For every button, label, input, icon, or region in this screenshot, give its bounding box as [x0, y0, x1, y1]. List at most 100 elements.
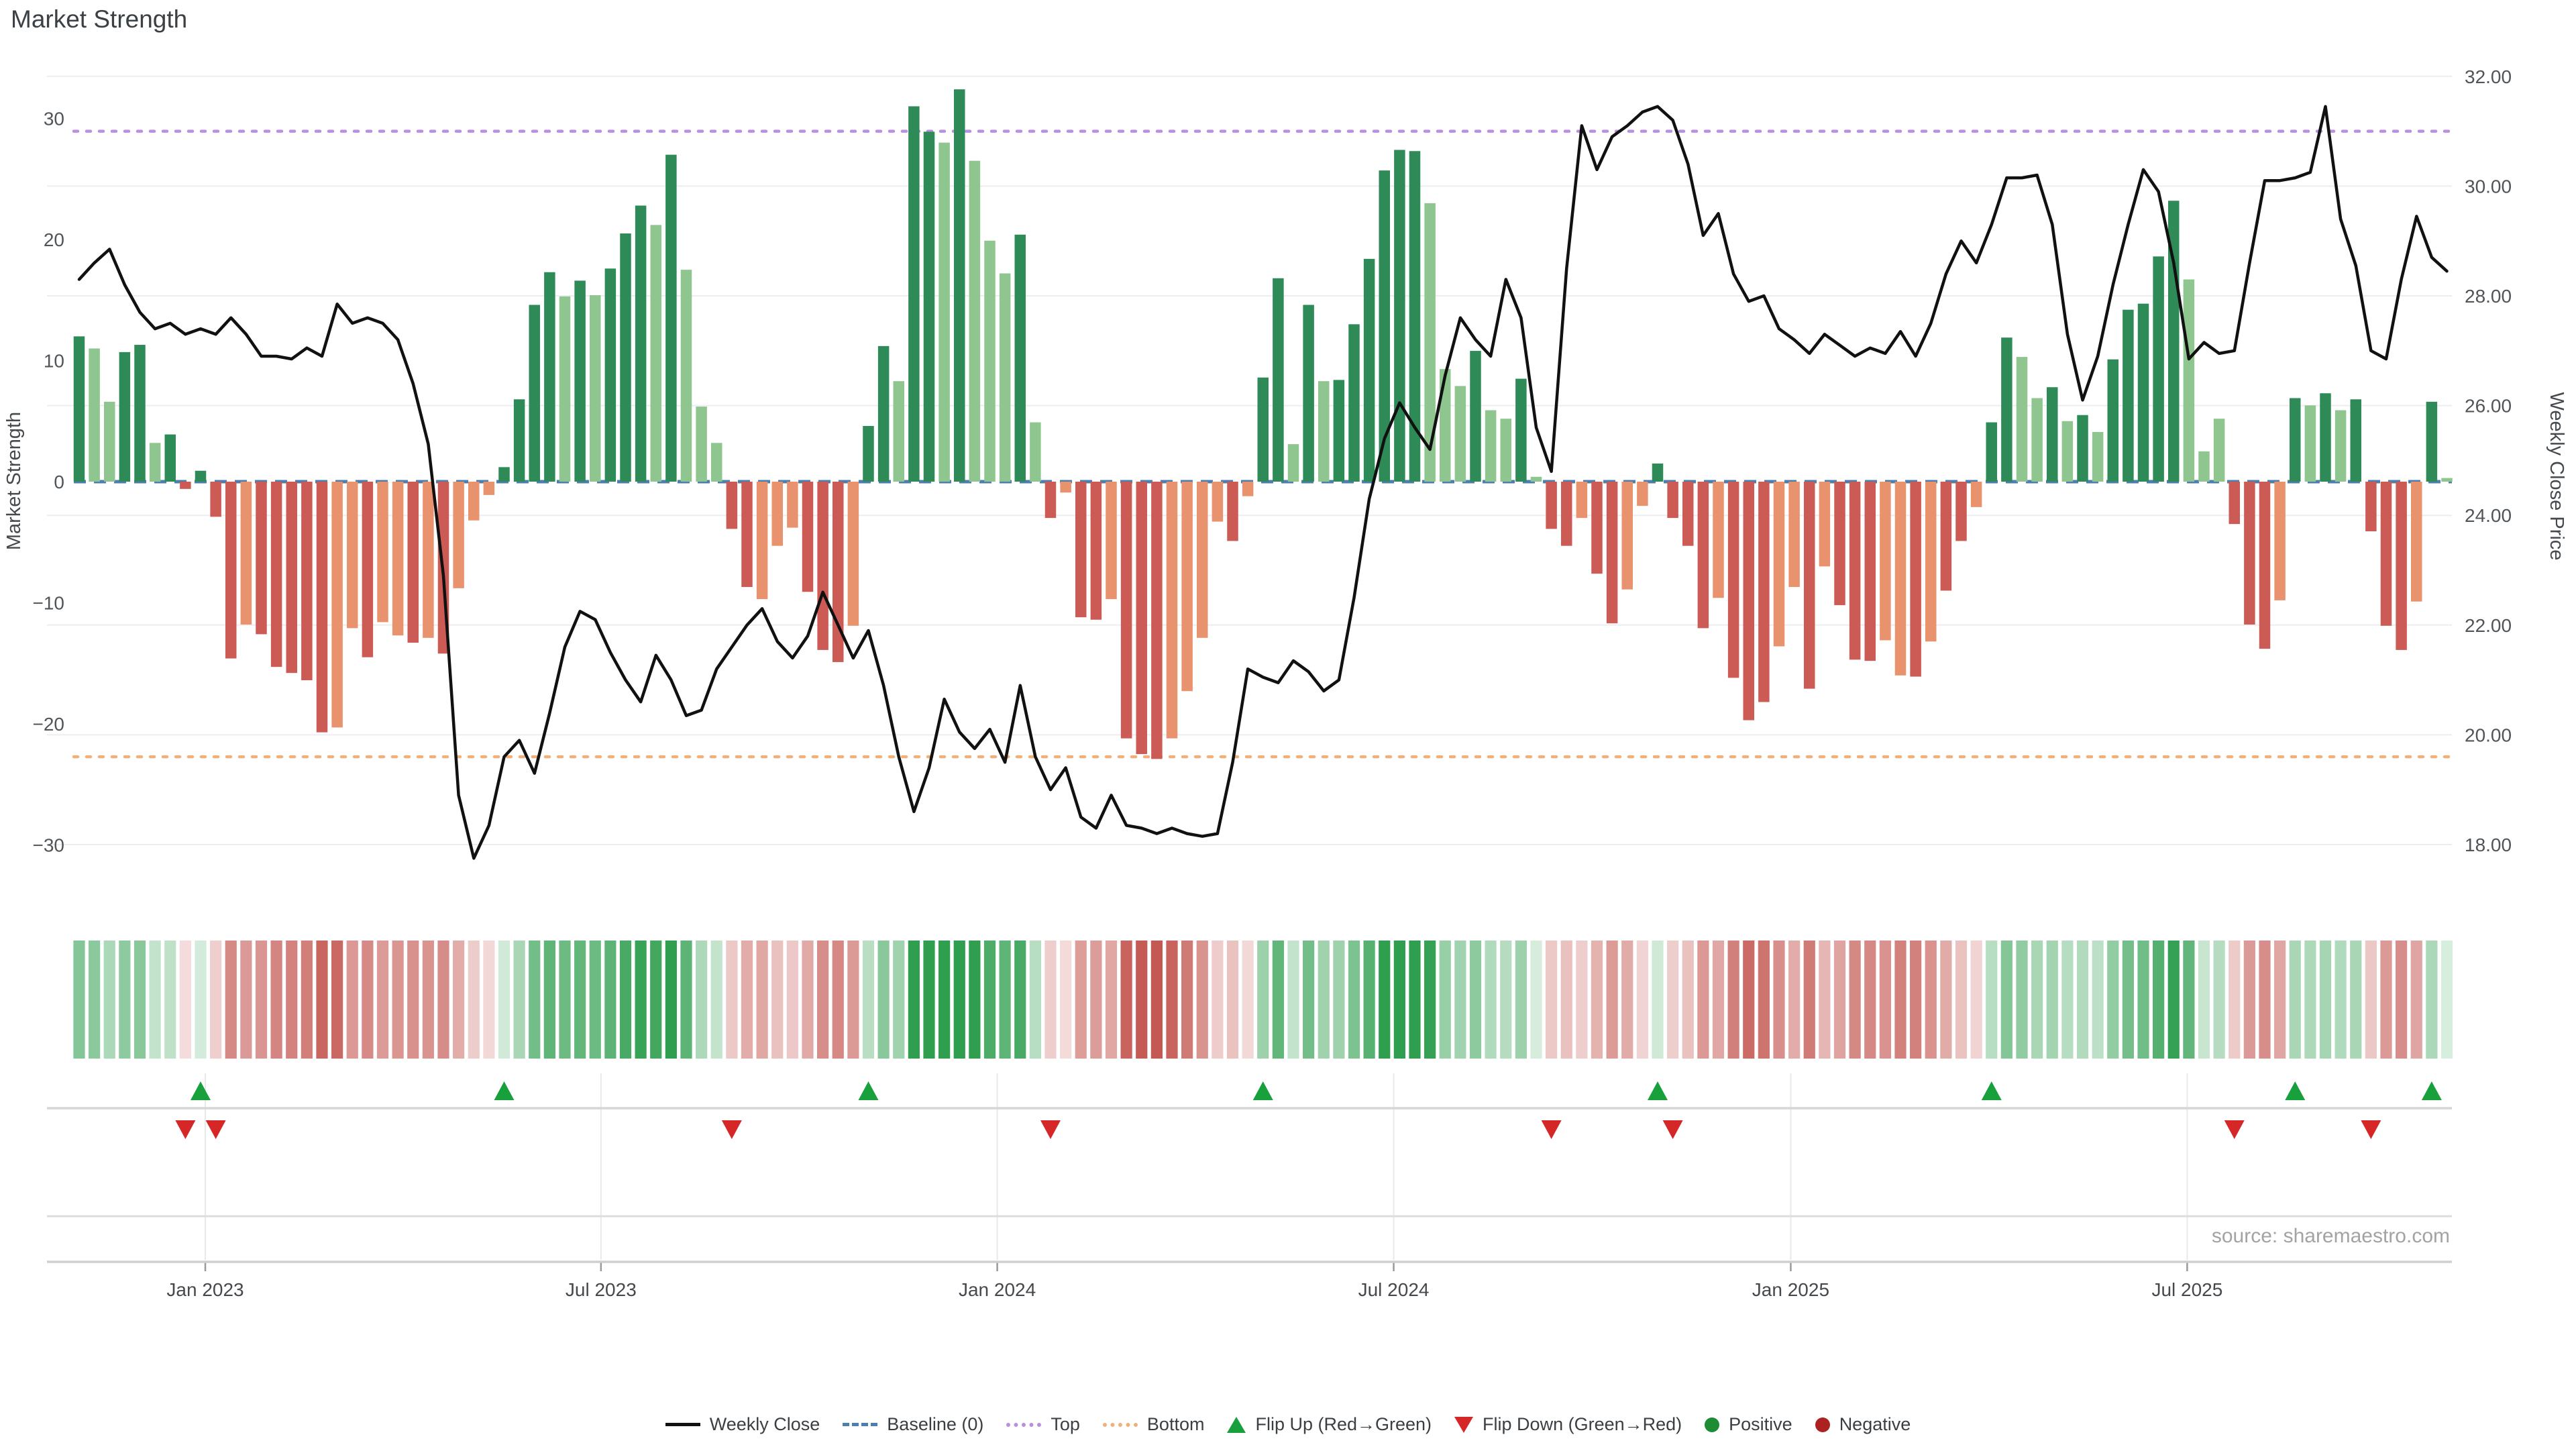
strength-bar — [877, 345, 890, 482]
legend-item-negative[interactable]: Negative — [1815, 1414, 1911, 1435]
strength-bar — [423, 482, 434, 638]
heatmap-cell — [498, 941, 511, 1059]
strength-bar — [2061, 421, 2074, 482]
strength-bar — [270, 482, 282, 667]
strength-bar — [1166, 482, 1178, 739]
heatmap-cell — [1393, 941, 1405, 1059]
heatmap-cell — [453, 941, 465, 1059]
legend-item-flip-up[interactable]: Flip Up (Red→Green) — [1227, 1414, 1432, 1435]
strength-bar — [1014, 234, 1026, 482]
strength-bar — [1804, 482, 1815, 689]
heatmap-cell — [1667, 941, 1679, 1059]
heatmap-cell — [2319, 941, 2332, 1059]
heatmap-cell — [1272, 941, 1284, 1059]
heatmap-cell — [2167, 941, 2180, 1059]
strength-bar — [2365, 482, 2377, 532]
heatmap-cell — [1060, 941, 1072, 1059]
heatmap-cell — [316, 941, 328, 1059]
strength-bar — [1470, 351, 1481, 482]
heatmap-cell — [1044, 941, 1057, 1059]
heatmap-cell — [1090, 941, 1102, 1059]
legend-label: Baseline (0) — [887, 1414, 984, 1434]
heatmap-cell — [164, 941, 176, 1059]
heatmap-cell — [2092, 941, 2104, 1059]
heatmap-cell — [1727, 941, 1739, 1059]
heatmap-cell — [893, 941, 905, 1059]
strength-bar — [483, 482, 495, 495]
heatmap-cell — [2198, 941, 2210, 1059]
heatmap-cell — [1712, 941, 1725, 1059]
threshold-lines — [72, 129, 2454, 759]
heatmap-cell — [2183, 941, 2195, 1059]
strength-bar — [1212, 482, 1224, 522]
strength-bar — [1667, 482, 1678, 519]
strength-bar — [2047, 387, 2058, 482]
flip-down-marker — [205, 1120, 226, 1139]
legend-item-top[interactable]: Top — [1006, 1414, 1080, 1435]
heatmap-cell — [210, 941, 222, 1059]
legend-item-weekly-close[interactable]: Weekly Close — [665, 1414, 820, 1435]
heatmap-cell — [2365, 941, 2377, 1059]
flip-up-marker — [1252, 1081, 1273, 1100]
strength-bar — [1500, 419, 1511, 482]
strength-bar — [1910, 482, 1921, 677]
heatmap-cell — [877, 941, 890, 1059]
strength-bar — [969, 160, 981, 482]
heatmap-cell — [2031, 941, 2043, 1059]
heatmap-cell — [1560, 941, 1572, 1059]
strength-bar — [802, 482, 814, 592]
legend-label: Flip Down (Green→Red) — [1483, 1414, 1682, 1434]
heatmap-cell — [1955, 941, 1968, 1059]
heatmap-cell — [574, 941, 586, 1059]
heatmap-cell — [938, 941, 951, 1059]
strength-bar — [2229, 482, 2240, 525]
strength-bar — [164, 434, 176, 482]
heatmap-cell — [1803, 941, 1815, 1059]
strength-bar — [392, 482, 404, 636]
strength-bar — [817, 482, 828, 650]
strength-bar — [787, 482, 798, 528]
strength-bar — [1652, 463, 1664, 482]
strength-bar — [2350, 399, 2361, 482]
heatmap-cell — [604, 941, 616, 1059]
strength-bar — [1454, 386, 1466, 482]
heatmap-cell — [2334, 941, 2347, 1059]
strength-bar — [1576, 482, 1588, 519]
legend-label: Negative — [1839, 1414, 1911, 1434]
strength-bar — [2320, 393, 2331, 482]
strength-bar — [134, 345, 146, 482]
legend-item-flip-down[interactable]: Flip Down (Green→Red) — [1454, 1414, 1682, 1435]
heatmap-cell — [1226, 941, 1239, 1059]
heatmap-cell — [2061, 941, 2074, 1059]
strength-bar — [954, 89, 965, 482]
strength-bars — [73, 89, 2453, 759]
heatmap-cell — [1379, 941, 1391, 1059]
legend-item-baseline[interactable]: Baseline (0) — [843, 1414, 983, 1435]
heatmap-cell — [2426, 941, 2438, 1059]
strength-bar — [1424, 203, 1436, 482]
y-right-tick-label: 22.00 — [2465, 615, 2512, 636]
heatmap-cell — [1166, 941, 1178, 1059]
heatmap-cell — [1940, 941, 1952, 1059]
strength-bar — [1044, 482, 1057, 519]
strength-bar — [2031, 398, 2043, 482]
y-right-tick-label: 28.00 — [2465, 286, 2512, 307]
legend-item-bottom[interactable]: Bottom — [1102, 1414, 1205, 1435]
heatmap-cell — [953, 941, 965, 1059]
heatmap-cell — [331, 941, 343, 1059]
strength-bar — [1727, 482, 1739, 678]
heatmap-cell — [270, 941, 282, 1059]
legend-item-positive[interactable]: Positive — [1705, 1414, 1792, 1435]
strength-bar — [89, 348, 100, 482]
heatmap-cell — [1424, 941, 1436, 1059]
heatmap-cell — [817, 941, 829, 1059]
heatmap-cell — [1500, 941, 1512, 1059]
strength-bar — [1181, 482, 1193, 692]
legend-label: Bottom — [1146, 1414, 1205, 1434]
strength-bar — [498, 467, 510, 482]
strength-bar — [1120, 482, 1132, 739]
strength-bar — [1090, 482, 1102, 620]
heatmap-cell — [710, 941, 722, 1059]
strength-bar — [1075, 482, 1087, 618]
